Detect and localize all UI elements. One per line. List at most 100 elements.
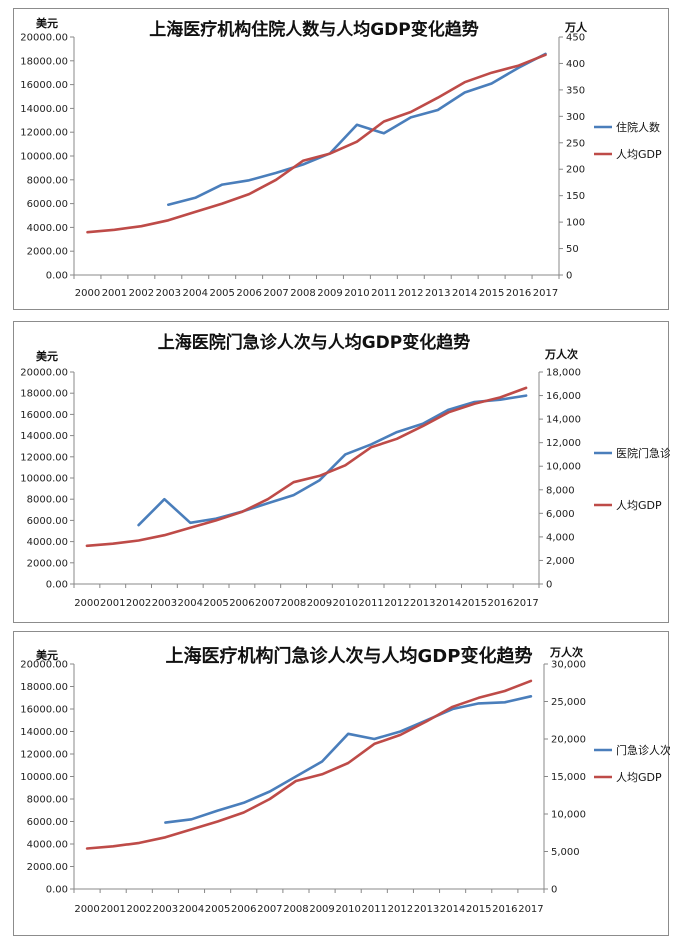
left-axis-unit: 美元 bbox=[36, 648, 58, 662]
x-tick-label: 2014 bbox=[440, 904, 465, 915]
x-tick-label: 2006 bbox=[231, 904, 256, 915]
x-tick-label: 2008 bbox=[290, 288, 315, 299]
right-tick-label: 0 bbox=[546, 580, 552, 591]
x-tick-label: 2004 bbox=[179, 904, 204, 915]
chart-panel-inpatients: 上海医疗机构住院人数与人均GDP变化趋势 美元 万人 0.00 2000.00 4000.… bbox=[13, 8, 669, 310]
left-tick-label: 20000.00 bbox=[20, 660, 68, 671]
left-tick-label: 10000.00 bbox=[20, 772, 68, 783]
x-tick-label: 2005 bbox=[205, 904, 230, 915]
x-tick-label: 2007 bbox=[255, 598, 280, 609]
right-tick-label: 10,000 bbox=[546, 462, 581, 473]
x-tick-label: 2010 bbox=[333, 598, 358, 609]
x-tick-label: 2001 bbox=[100, 598, 125, 609]
x-tick-label: 2006 bbox=[229, 598, 254, 609]
left-tick-label: 8000.00 bbox=[27, 175, 68, 186]
left-tick-label: 12000.00 bbox=[20, 750, 68, 761]
left-tick-label: 2000.00 bbox=[27, 247, 68, 258]
right-tick-label: 4,000 bbox=[546, 532, 575, 543]
series-line-volume bbox=[164, 695, 533, 824]
right-tick-label: 18,000 bbox=[546, 368, 581, 379]
right-tick-label: 16,000 bbox=[546, 391, 581, 402]
right-tick-label: 20,000 bbox=[551, 735, 586, 746]
x-tick-label: 2008 bbox=[281, 598, 306, 609]
series-line-volume bbox=[137, 394, 528, 527]
right-tick-label: 100 bbox=[566, 218, 585, 229]
left-tick-label: 16000.00 bbox=[20, 705, 68, 716]
x-tick-label: 2013 bbox=[414, 904, 439, 915]
x-tick-label: 2007 bbox=[263, 288, 288, 299]
x-tick-label: 2014 bbox=[436, 598, 461, 609]
x-tick-label: 2001 bbox=[102, 288, 127, 299]
chart-panel-institution-outpatient: 上海医疗机构门急诊人次与人均GDP变化趋势 美元 万人次 0.00 2000.00 400… bbox=[13, 631, 670, 936]
left-tick-label: 6000.00 bbox=[27, 817, 68, 828]
x-tick-label: 2010 bbox=[344, 288, 369, 299]
left-tick-label: 6000.00 bbox=[27, 199, 68, 210]
left-tick-label: 0.00 bbox=[46, 271, 68, 282]
x-tick-label: 2006 bbox=[236, 288, 261, 299]
left-tick-label: 18000.00 bbox=[20, 56, 68, 67]
legend-label: 住院人数 bbox=[616, 120, 660, 134]
x-tick-label: 2012 bbox=[384, 598, 409, 609]
right-tick-label: 250 bbox=[566, 138, 585, 149]
right-tick-label: 400 bbox=[566, 59, 585, 70]
x-tick-label: 2002 bbox=[127, 904, 152, 915]
chart-title: 上海医疗机构住院人数与人均GDP变化趋势 bbox=[149, 19, 479, 40]
left-tick-label: 16000.00 bbox=[20, 410, 68, 421]
left-tick-label: 6000.00 bbox=[27, 516, 68, 527]
left-tick-label: 0.00 bbox=[46, 580, 68, 591]
chart-title: 上海医疗机构门急诊人次与人均GDP变化趋势 bbox=[166, 645, 533, 667]
x-tick-label: 2015 bbox=[462, 598, 487, 609]
left-tick-label: 4000.00 bbox=[27, 840, 68, 851]
chart-svg: 上海医疗机构住院人数与人均GDP变化趋势 美元 万人 0.00 2000.00 4000.… bbox=[20, 16, 662, 299]
x-tick-label: 2004 bbox=[178, 598, 203, 609]
x-tick-label: 2012 bbox=[388, 904, 413, 915]
x-tick-label: 2016 bbox=[488, 598, 513, 609]
left-tick-label: 18000.00 bbox=[20, 389, 68, 400]
left-tick-label: 14000.00 bbox=[20, 431, 68, 442]
x-tick-label: 2007 bbox=[257, 904, 282, 915]
x-tick-label: 2008 bbox=[283, 904, 308, 915]
right-tick-label: 6,000 bbox=[546, 509, 575, 520]
right-tick-label: 2,000 bbox=[546, 556, 575, 567]
legend-label: 医院门急诊人次 bbox=[616, 446, 670, 460]
x-tick-label: 2013 bbox=[410, 598, 435, 609]
left-tick-label: 12000.00 bbox=[20, 128, 68, 139]
right-tick-label: 15,000 bbox=[551, 772, 586, 783]
left-tick-label: 4000.00 bbox=[27, 223, 68, 234]
x-tick-label: 2000 bbox=[74, 598, 99, 609]
x-tick-label: 2009 bbox=[309, 904, 334, 915]
left-tick-label: 12000.00 bbox=[20, 452, 68, 463]
x-tick-label: 2017 bbox=[518, 904, 543, 915]
x-tick-label: 2010 bbox=[335, 904, 360, 915]
left-tick-label: 20000.00 bbox=[20, 33, 68, 44]
right-tick-label: 30,000 bbox=[551, 660, 586, 671]
left-axis-unit: 美元 bbox=[36, 349, 58, 363]
x-tick-label: 2000 bbox=[75, 288, 100, 299]
right-tick-label: 350 bbox=[566, 85, 585, 96]
x-tick-label: 2002 bbox=[129, 288, 154, 299]
right-tick-label: 10,000 bbox=[551, 810, 586, 821]
x-tick-label: 2016 bbox=[492, 904, 517, 915]
left-tick-label: 4000.00 bbox=[27, 537, 68, 548]
legend-label: 门急诊人次 bbox=[616, 743, 670, 757]
right-tick-label: 8,000 bbox=[546, 485, 575, 496]
left-tick-label: 18000.00 bbox=[20, 682, 68, 693]
x-tick-label: 2005 bbox=[203, 598, 228, 609]
x-tick-label: 2009 bbox=[317, 288, 342, 299]
left-tick-label: 10000.00 bbox=[20, 152, 68, 163]
left-tick-label: 10000.00 bbox=[20, 474, 68, 485]
left-tick-label: 8000.00 bbox=[27, 495, 68, 506]
right-tick-label: 0 bbox=[551, 885, 557, 896]
chart-panel-hospital-outpatient: 上海医院门急诊人次与人均GDP变化趋势 美元 万人次 0.00 2000.00 4000.… bbox=[13, 321, 670, 623]
left-tick-label: 16000.00 bbox=[20, 80, 68, 91]
left-tick-label: 20000.00 bbox=[20, 368, 68, 379]
x-tick-label: 2011 bbox=[358, 598, 383, 609]
right-tick-label: 14,000 bbox=[546, 415, 581, 426]
x-tick-label: 2015 bbox=[466, 904, 491, 915]
x-tick-label: 2012 bbox=[398, 288, 423, 299]
legend-label: 人均GDP bbox=[616, 499, 662, 512]
left-tick-label: 8000.00 bbox=[27, 795, 68, 806]
right-tick-label: 12,000 bbox=[546, 438, 581, 449]
series-line-gdp bbox=[85, 386, 528, 548]
legend-label: 人均GDP bbox=[616, 771, 662, 784]
